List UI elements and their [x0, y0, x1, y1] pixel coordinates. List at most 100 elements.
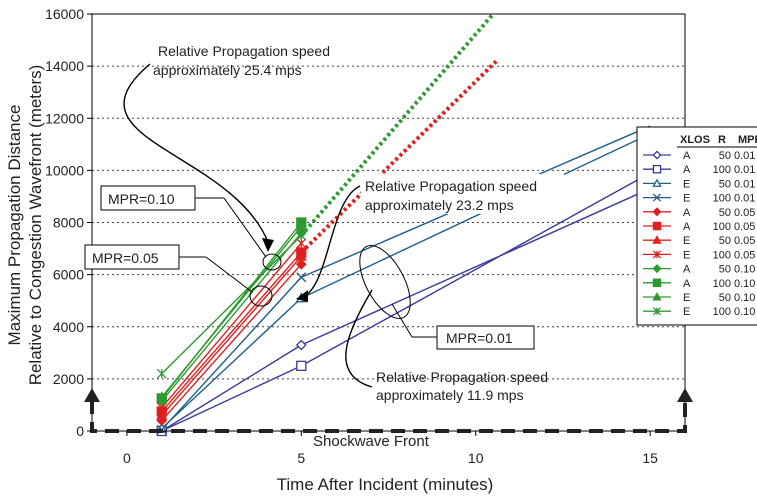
- legend-item: E 50 0.05: [643, 235, 755, 247]
- speed-red-line1: Relative Propagation speed: [365, 178, 537, 194]
- mpr-010-label: MPR=0.10: [108, 191, 175, 207]
- y-tick-label: 10000: [45, 162, 84, 178]
- series-extension-12: [299, 12, 495, 237]
- speed-green-arrow: [123, 63, 269, 243]
- legend-header: XLOS: [680, 134, 710, 146]
- y-tick-label: 6000: [53, 267, 84, 283]
- legend-xlos: A: [683, 150, 691, 162]
- series-line-4: [161, 276, 302, 431]
- legend-xlos: E: [683, 235, 690, 247]
- data-point: [652, 193, 662, 202]
- series-extension-2: [300, 172, 651, 367]
- legend-item: A 50 0.01: [643, 150, 755, 162]
- mpr-005-leader-2: [205, 256, 253, 293]
- y-tick-label: 4000: [53, 319, 84, 335]
- mpr-001-ellipse: [359, 245, 411, 319]
- legend-r: 50: [719, 235, 731, 247]
- legend-xlos: A: [683, 164, 691, 176]
- speed-blue-line2: approximately 11.9 mps: [376, 387, 524, 403]
- data-point: [652, 178, 662, 187]
- x-tick-label: 15: [642, 450, 658, 466]
- y-tick-label: 0: [76, 423, 84, 439]
- series-extension-3: [300, 133, 651, 299]
- legend-r: 50: [719, 292, 731, 304]
- y-axis-title-line1: Maximum Propagation Distance: [5, 105, 24, 346]
- shockwave-label: Shockwave Front: [313, 433, 430, 450]
- legend-xlos: E: [683, 292, 690, 304]
- legend-header: MPR: [738, 134, 757, 146]
- series-line-9: [161, 232, 302, 402]
- series-lines: [161, 12, 651, 432]
- legend-mpr: 0.10: [734, 306, 755, 318]
- series-extension-6: [299, 59, 499, 254]
- legend-mpr: 0.01: [734, 178, 755, 190]
- x-tick-label: 10: [468, 450, 484, 466]
- series-line-5: [161, 263, 302, 422]
- shockwave-bracket: [90, 400, 687, 433]
- shockwave-arrow-right: [677, 388, 693, 402]
- legend-item: A 100 0.10: [643, 278, 755, 290]
- speed-green-arrowhead: [262, 238, 274, 252]
- legend-item: A 50 0.05: [643, 207, 755, 219]
- legend-mpr: 0.10: [734, 292, 755, 304]
- y-tick-label: 12000: [45, 110, 84, 126]
- gridlines: [92, 65, 685, 380]
- series-line-1: [161, 344, 302, 432]
- legend-item: E 100 0.10: [643, 306, 755, 318]
- series-line-11: [161, 225, 302, 398]
- speed-blue-line1: Relative Propagation speed: [376, 369, 548, 385]
- legend-r: 100: [713, 193, 731, 205]
- data-point: [652, 150, 662, 160]
- legend-mpr: 0.01: [734, 150, 755, 162]
- legend-item: E 50 0.10: [643, 292, 755, 304]
- data-point: [652, 250, 662, 259]
- legend-xlos: E: [683, 306, 690, 318]
- mpr-001-leader-2: [391, 303, 413, 338]
- speed-blue-arrow: [345, 289, 373, 388]
- legend-item: E 100 0.01: [643, 193, 755, 205]
- legend-header: R: [718, 134, 726, 146]
- legend-item: E 100 0.05: [643, 249, 755, 261]
- legend-xlos: A: [683, 264, 691, 276]
- legend-xlos: A: [683, 278, 691, 290]
- legend-mpr: 0.05: [734, 207, 755, 219]
- series-line-2: [161, 365, 302, 432]
- legend-item: A 100 0.05: [643, 221, 755, 233]
- legend-xlos: A: [683, 221, 691, 233]
- mpr-001-label: MPR=0.01: [446, 330, 513, 346]
- legend-r: 100: [713, 164, 731, 176]
- data-point: [652, 292, 662, 301]
- series-line-8: [161, 242, 302, 408]
- data-point: [652, 221, 662, 231]
- legend-mpr: 0.01: [734, 164, 755, 176]
- mpr-005-label: MPR=0.05: [92, 250, 159, 266]
- series-extension-1: [301, 187, 651, 346]
- data-point: [295, 250, 307, 261]
- data-point: [652, 235, 662, 244]
- axes: Time After Incident (minutes) Maximum Pr…: [5, 6, 658, 494]
- y-tick-label: 14000: [45, 58, 84, 74]
- legend-xlos: E: [683, 193, 690, 205]
- legend: XLOSRMPRA500.01A1000.01E500.01E1000.01A5…: [636, 126, 757, 326]
- mpr-010-leader-2: [223, 197, 267, 258]
- legend-item: A 50 0.10: [643, 264, 755, 276]
- legend-r: 50: [719, 150, 731, 162]
- y-tick-label: 8000: [53, 215, 84, 231]
- data-point: [296, 230, 307, 241]
- series-line-3: [161, 297, 302, 429]
- shockwave-arrow-left: [84, 388, 100, 402]
- legend-item: E 50 0.01: [643, 178, 755, 190]
- data-point: [156, 368, 167, 379]
- mpr-005-box: [84, 244, 180, 270]
- data-point: [652, 278, 662, 288]
- legend-mpr: 0.01: [734, 193, 755, 205]
- speed-green-line2: approximately 25.4 mps: [153, 62, 302, 78]
- legend-xlos: E: [683, 249, 690, 261]
- series-line-6: [161, 252, 302, 412]
- x-axis-title: Time After Incident (minutes): [277, 475, 494, 494]
- legend-r: 50: [719, 264, 731, 276]
- legend-r: 50: [719, 207, 731, 219]
- legend-item: A 100 0.01: [643, 164, 755, 176]
- legend-mpr: 0.05: [734, 235, 755, 247]
